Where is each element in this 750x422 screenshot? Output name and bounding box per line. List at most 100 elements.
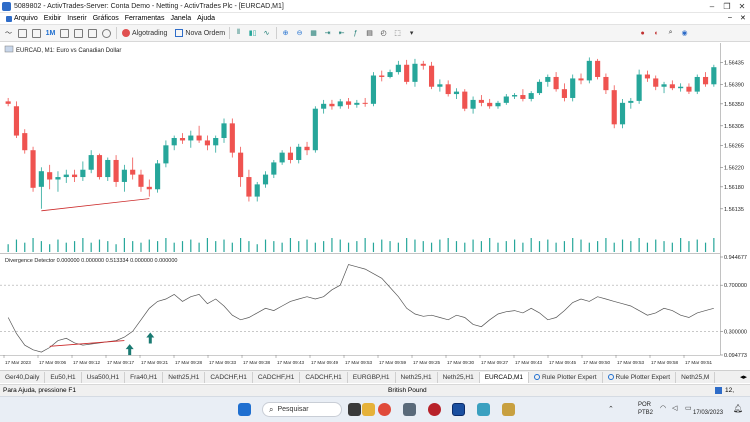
app-icon-3[interactable] (477, 403, 490, 416)
volume-icon[interactable]: ◁ (672, 405, 678, 412)
timeframe-button[interactable]: 1M (45, 29, 56, 37)
dropdown-icon[interactable]: ▾ (409, 30, 414, 37)
line-chart-icon[interactable]: ∿ (263, 30, 270, 37)
volume-bar (256, 244, 258, 252)
strategy-tester-icon[interactable] (101, 27, 112, 39)
tab-eu50-h1[interactable]: Eu50,H1 (45, 371, 82, 383)
chart-canvas[interactable]: EURCAD, M1: Euro vs Canadian Dollar 1.56… (0, 43, 750, 368)
menu-item-graficos[interactable]: Gráficos (92, 15, 119, 22)
tab-cadchf-h1[interactable]: CADCHF,H1 (253, 371, 301, 383)
minimize-icon[interactable]: – (709, 2, 715, 11)
tab-neth25-h1[interactable]: Neth25,H1 (438, 371, 480, 383)
tool-a-icon[interactable]: ● (640, 29, 645, 37)
tab-ger40-daily[interactable]: Ger40,Daily (0, 371, 46, 383)
price-tick-label: 1.56265 (724, 143, 744, 149)
price-tick-label: 1.56135 (724, 207, 744, 213)
volume-bar (671, 242, 673, 252)
expert-icon (533, 374, 540, 380)
profiles-icon[interactable] (31, 27, 42, 39)
volume-bar (638, 238, 640, 252)
volume-bar (447, 238, 449, 252)
notification-icon[interactable]: 🔔︎ (733, 404, 744, 413)
close-icon[interactable]: ✕ (738, 2, 746, 11)
grid-icon[interactable]: ▦ (310, 30, 317, 37)
tab-eurgbp-h1[interactable]: EURGBP,H1 (348, 371, 396, 383)
chrome-icon[interactable] (378, 403, 391, 416)
templates-icon[interactable]: ▤ (366, 30, 373, 37)
bar-chart-icon[interactable]: ⫴ (237, 29, 241, 36)
candle-chart-icon[interactable]: ▮▯ (248, 30, 257, 37)
menu-close-icon[interactable]: ✕ (740, 15, 746, 22)
app-icon-1[interactable] (403, 403, 416, 416)
wifi-icon[interactable]: ◠ (660, 405, 667, 412)
tray-chevron-icon[interactable]: ⌃ (608, 406, 614, 413)
menu-item-exibir[interactable]: Exibir (43, 15, 62, 22)
indicator-label: Divergence Detector 0.000000 0.000000 0.… (5, 258, 177, 264)
task-view-icon[interactable] (348, 403, 361, 416)
objects-icon[interactable]: ⬚ (394, 30, 401, 37)
file-explorer-icon[interactable] (362, 403, 375, 416)
volume-bar (530, 238, 532, 252)
algotrading-button[interactable]: Algotrading (122, 27, 167, 39)
tab-label: Neth25,M (681, 373, 710, 381)
time-tick-label: 17 Mar 09:43 (515, 360, 543, 365)
auto-scroll-icon[interactable]: ⇥ (324, 30, 331, 37)
tab-rule-plotter-expert[interactable]: Rule Plotter Expert (603, 371, 677, 383)
menu-item-arquivo[interactable]: Arquivo (6, 15, 38, 22)
time-tick-label: 17 Mar 09:45 (549, 360, 577, 365)
tab-neth25-h1[interactable]: Neth25,H1 (396, 371, 438, 383)
new-order-button[interactable]: Nova Ordem (175, 27, 225, 39)
menu-item-ferramentas[interactable]: Ferramentas (124, 15, 165, 22)
indicators-icon[interactable]: ƒ (353, 29, 358, 37)
volume-bar (90, 242, 92, 252)
maximize-icon[interactable]: ❐ (723, 2, 731, 11)
candle-body (669, 84, 675, 89)
tab-cadchf-h1[interactable]: CADCHF,H1 (205, 371, 253, 383)
tab-eurcad-m1[interactable]: EURCAD,M1 (479, 371, 529, 383)
candle-body (661, 84, 667, 87)
tab-rule-plotter-expert[interactable]: Rule Plotter Expert (529, 371, 603, 383)
tab-neth25-h1[interactable]: Neth25,H1 (163, 371, 206, 383)
menu-item-ajuda[interactable]: Ajuda (197, 15, 215, 22)
volume-bar (156, 241, 159, 252)
search-icon[interactable]: ⌕ (668, 29, 673, 36)
candle-body (196, 135, 202, 141)
candle-body (379, 75, 385, 77)
battery-icon[interactable]: ▭ (685, 405, 692, 412)
menu-item-janela[interactable]: Janela (170, 15, 192, 22)
app-icon-4[interactable] (502, 403, 515, 416)
chart-shift-icon[interactable]: ⇤ (338, 30, 345, 37)
data-window-icon[interactable] (87, 27, 98, 39)
navigator-icon[interactable] (59, 27, 70, 39)
time-tick-label: 17 Mar 09:59 (379, 360, 407, 365)
menu-minimize-icon[interactable]: – (728, 14, 732, 21)
period-icon[interactable]: ◴ (380, 30, 387, 37)
candle-body (262, 174, 269, 185)
time-tick-label: 17 Mar 09:12 (73, 360, 101, 365)
time-tick-label: 17 Mar 09:25 (413, 360, 441, 365)
tab-fra40-h1[interactable]: Fra40,H1 (125, 371, 164, 383)
windows-start-icon[interactable] (238, 403, 251, 416)
menu-item-inserir[interactable]: Inserir (67, 15, 87, 22)
app-icon-2[interactable] (428, 403, 441, 416)
indicator-tick-label: 0.700000 (724, 283, 747, 289)
volume-bar (40, 241, 42, 252)
zoom-in-icon[interactable]: ⊕ (282, 30, 289, 37)
zoom-out-icon[interactable]: ⊖ (296, 30, 303, 37)
market-watch-icon[interactable] (73, 27, 84, 39)
account-icon[interactable]: ◉ (681, 30, 688, 37)
volume-bar (655, 239, 657, 252)
tool-b-icon[interactable]: ◐ (654, 29, 659, 37)
tab-cadchf-h1[interactable]: CADCHF,H1 (300, 371, 348, 383)
new-chart-icon[interactable] (17, 27, 28, 39)
metatrader-icon[interactable] (452, 403, 465, 416)
tab-neth25-m[interactable]: Neth25,M (676, 371, 716, 383)
tab-usa500-h1[interactable]: Usa500,H1 (82, 371, 126, 383)
app-logo-icon (2, 1, 11, 11)
chart-type-icon[interactable]: 〜 (5, 30, 12, 37)
price-tick-label: 1.56350 (724, 102, 744, 108)
volume-bar (190, 239, 192, 252)
tabs-scroll-icon[interactable]: ◂▸ (739, 374, 747, 381)
tab-label: CADCHF,H1 (257, 373, 295, 381)
taskbar-search[interactable]: ⌕ Pesquisar (262, 402, 342, 417)
